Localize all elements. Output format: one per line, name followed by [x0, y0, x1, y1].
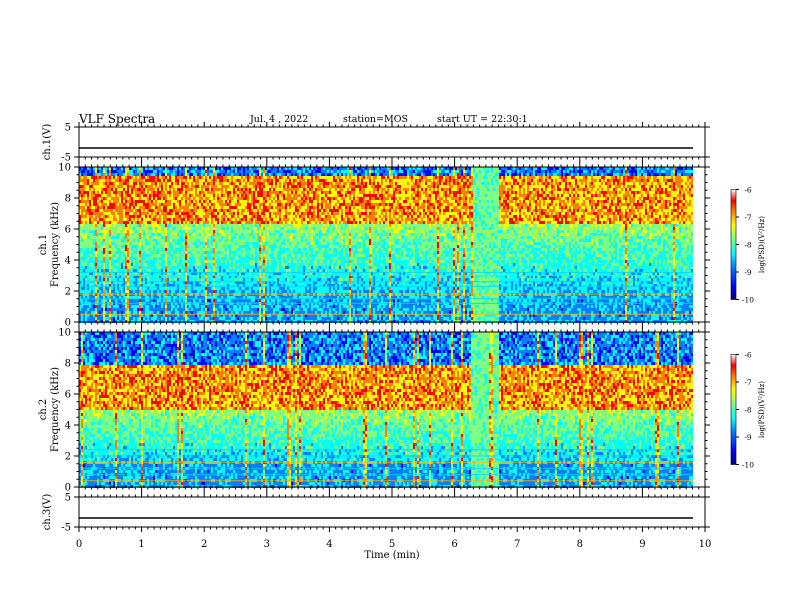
y-tick-label: 8 [65, 359, 71, 370]
x-tick-label: 4 [326, 539, 332, 550]
panel-frame-ch3-voltage [79, 497, 705, 527]
y-tick-label: 6 [65, 390, 71, 401]
colorbar [731, 355, 736, 465]
x-tick-label: 10 [699, 539, 712, 550]
colorbar-tick-label: -7 [744, 378, 752, 387]
x-tick-label: 1 [138, 539, 144, 550]
y-axis-label-channel: ch.1 [38, 234, 49, 256]
y-axis-label-channel: ch.2 [38, 399, 49, 421]
colorbar [731, 190, 736, 300]
colorbar-tick-label: -9 [744, 433, 752, 442]
colorbar-tick-label: -10 [742, 296, 754, 305]
x-tick-label: 6 [451, 539, 457, 550]
y-axis-label-frequency: Frequency (kHz) [50, 367, 61, 452]
spectrogram-ch2-spectrogram [79, 332, 705, 488]
vlf-figure: VLF Spectra Jul. 4 , 2022 station=MOS st… [0, 0, 792, 612]
y-tick-label: 10 [58, 163, 71, 174]
no-data-strip [693, 167, 705, 322]
y-tick-label: 4 [65, 421, 71, 432]
x-tick-label: 0 [76, 539, 82, 550]
panel-frame-ch1-voltage [79, 127, 705, 157]
colorbar-tick-label: -6 [744, 351, 752, 360]
x-tick-label: 3 [264, 539, 270, 550]
y-tick-label: 8 [65, 194, 71, 205]
x-tick-label: 9 [639, 539, 645, 550]
y-tick-label: 6 [65, 225, 71, 236]
x-tick-label: 2 [201, 539, 207, 550]
y-tick-label: 4 [65, 256, 71, 267]
y-axis-label: ch.1(V) [42, 124, 53, 161]
y-tick-label: 5 [65, 493, 71, 504]
x-axis-label: Time (min) [364, 550, 419, 561]
colorbar-tick-label: -8 [744, 406, 752, 415]
y-tick-label: -5 [61, 523, 71, 534]
colorbar-label: log(PSD)(V²/Hz) [758, 381, 766, 438]
y-axis-label: ch.3(V) [42, 494, 53, 531]
y-tick-label: 2 [65, 287, 71, 298]
colorbar-tick-label: -6 [744, 186, 752, 195]
colorbar-tick-label: -10 [742, 461, 754, 470]
plot-canvas: 5-5ch.1(V)0246810ch.1 Frequency (kHz)-6-7… [0, 0, 792, 612]
colorbar-tick-label: -8 [744, 241, 752, 250]
spectrogram-ch1-spectrogram [79, 167, 705, 323]
colorbar-tick-label: -7 [744, 213, 752, 222]
y-tick-label: 2 [65, 452, 71, 463]
no-data-strip [693, 332, 705, 487]
y-axis-label-frequency: Frequency (kHz) [50, 202, 61, 287]
colorbar-label: log(PSD)(V²/Hz) [758, 216, 766, 273]
x-tick-label: 8 [577, 539, 583, 550]
x-tick-label: 5 [389, 539, 395, 550]
x-tick-label: 7 [514, 539, 520, 550]
colorbar-tick-label: -9 [744, 268, 752, 277]
y-tick-label: 10 [58, 328, 71, 339]
y-tick-label: 5 [65, 123, 71, 134]
